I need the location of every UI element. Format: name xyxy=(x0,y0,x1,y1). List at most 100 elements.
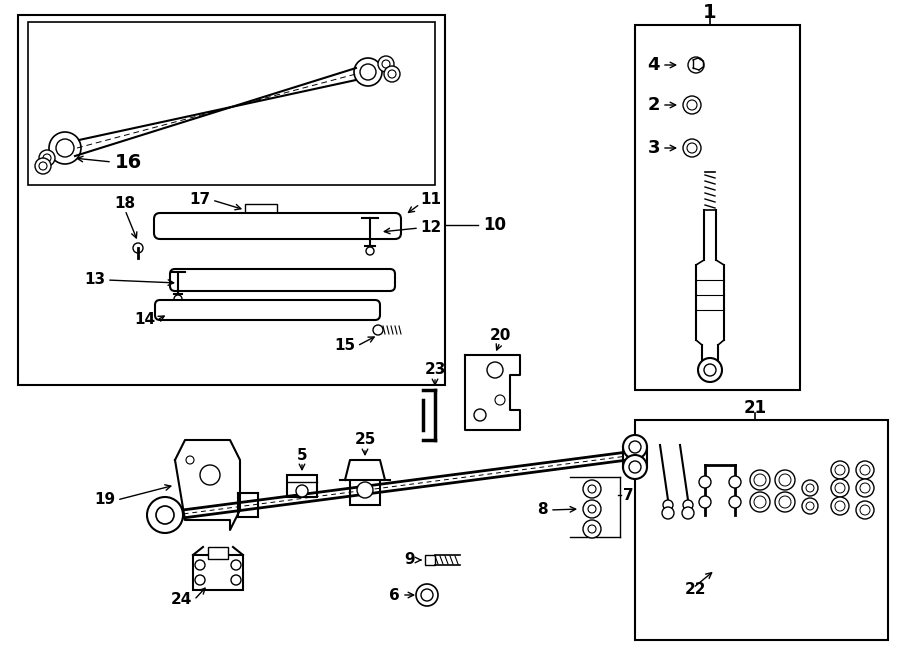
Circle shape xyxy=(806,502,814,510)
Circle shape xyxy=(354,58,382,86)
Circle shape xyxy=(147,497,183,533)
Circle shape xyxy=(583,520,601,538)
Circle shape xyxy=(687,143,697,153)
Circle shape xyxy=(831,461,849,479)
Circle shape xyxy=(487,362,503,378)
Bar xyxy=(245,204,277,216)
Text: 8: 8 xyxy=(537,502,548,518)
Bar xyxy=(350,475,380,505)
Text: 14: 14 xyxy=(134,313,155,327)
Text: 16: 16 xyxy=(115,153,142,171)
Circle shape xyxy=(750,470,770,490)
Circle shape xyxy=(835,465,845,475)
Circle shape xyxy=(754,474,766,486)
Circle shape xyxy=(750,492,770,512)
Circle shape xyxy=(378,56,394,72)
Circle shape xyxy=(729,476,741,488)
Text: 20: 20 xyxy=(490,327,510,342)
FancyBboxPatch shape xyxy=(155,300,380,320)
Text: 12: 12 xyxy=(420,221,441,235)
Circle shape xyxy=(802,498,818,514)
Text: 4: 4 xyxy=(647,56,660,74)
Circle shape xyxy=(856,479,874,497)
Circle shape xyxy=(683,500,693,510)
Circle shape xyxy=(699,476,711,488)
Circle shape xyxy=(495,395,505,405)
Circle shape xyxy=(860,483,870,493)
Circle shape xyxy=(663,500,673,510)
Text: 5: 5 xyxy=(297,447,307,463)
Text: 11: 11 xyxy=(420,192,441,208)
Text: 10: 10 xyxy=(483,216,506,234)
FancyBboxPatch shape xyxy=(170,269,395,291)
Circle shape xyxy=(831,479,849,497)
Circle shape xyxy=(366,247,374,255)
Text: 25: 25 xyxy=(355,432,375,447)
Circle shape xyxy=(775,492,795,512)
Circle shape xyxy=(357,482,373,498)
Circle shape xyxy=(588,485,596,493)
Circle shape xyxy=(775,470,795,490)
Circle shape xyxy=(360,64,376,80)
Circle shape xyxy=(629,441,641,453)
Circle shape xyxy=(39,162,47,170)
Circle shape xyxy=(416,584,438,606)
Circle shape xyxy=(729,496,741,508)
Circle shape xyxy=(704,364,716,376)
Text: 9: 9 xyxy=(404,553,415,568)
Circle shape xyxy=(682,507,694,519)
Circle shape xyxy=(474,409,486,421)
Circle shape xyxy=(806,484,814,492)
Circle shape xyxy=(856,461,874,479)
Text: 17: 17 xyxy=(189,192,210,208)
Text: 23: 23 xyxy=(424,362,446,377)
FancyBboxPatch shape xyxy=(154,213,401,239)
Circle shape xyxy=(687,100,697,110)
Polygon shape xyxy=(345,460,385,480)
Circle shape xyxy=(698,358,722,382)
Bar xyxy=(193,555,243,590)
Circle shape xyxy=(699,496,711,508)
Circle shape xyxy=(688,57,704,73)
Circle shape xyxy=(588,505,596,513)
Text: 1: 1 xyxy=(703,3,716,22)
Circle shape xyxy=(802,480,818,496)
Text: 21: 21 xyxy=(743,399,767,417)
Circle shape xyxy=(388,70,396,78)
Circle shape xyxy=(296,485,308,497)
Text: 22: 22 xyxy=(685,582,706,598)
Circle shape xyxy=(49,132,81,164)
Bar xyxy=(28,22,435,185)
Circle shape xyxy=(56,139,74,157)
Circle shape xyxy=(835,501,845,511)
Text: 7: 7 xyxy=(623,488,634,502)
Circle shape xyxy=(39,150,55,166)
Circle shape xyxy=(623,435,647,459)
Circle shape xyxy=(231,575,241,585)
Text: 3: 3 xyxy=(647,139,660,157)
Circle shape xyxy=(133,243,143,253)
Circle shape xyxy=(623,455,647,479)
Circle shape xyxy=(860,505,870,515)
Circle shape xyxy=(754,496,766,508)
Text: 2: 2 xyxy=(647,96,660,114)
Circle shape xyxy=(583,500,601,518)
Polygon shape xyxy=(465,355,520,430)
Circle shape xyxy=(200,465,220,485)
Circle shape xyxy=(860,465,870,475)
Text: 6: 6 xyxy=(389,588,400,602)
Circle shape xyxy=(231,560,241,570)
Circle shape xyxy=(835,483,845,493)
Bar xyxy=(635,420,888,640)
Circle shape xyxy=(174,295,182,303)
Bar xyxy=(18,15,445,385)
Circle shape xyxy=(588,525,596,533)
Bar xyxy=(287,475,317,497)
Circle shape xyxy=(373,325,383,335)
Circle shape xyxy=(856,501,874,519)
Circle shape xyxy=(831,497,849,515)
Circle shape xyxy=(683,139,701,157)
Circle shape xyxy=(779,474,791,486)
Circle shape xyxy=(186,456,194,464)
Circle shape xyxy=(421,589,433,601)
